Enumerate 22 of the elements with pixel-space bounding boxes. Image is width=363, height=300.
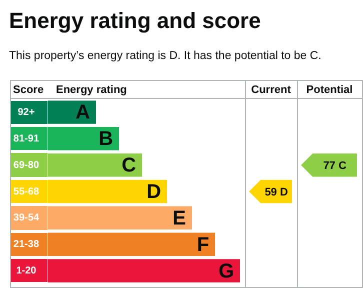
annotation: B [98, 128, 114, 150]
chart-title: Energy rating and score [9, 8, 261, 34]
y-axis-title: Score [13, 84, 44, 96]
text: 59 D [264, 186, 288, 199]
y-tick-label: 69-80 [13, 160, 40, 171]
y-tick-label: 81-91 [13, 133, 40, 144]
annotation: C [122, 154, 136, 177]
chart-subtitle: This property’s energy rating is D. It has the potential to be C. [9, 50, 322, 62]
y-tick-label: 1-20 [16, 266, 37, 277]
annotation: D [146, 181, 162, 204]
text: Potential [306, 84, 353, 96]
y-tick-label: 92+ [18, 106, 35, 118]
y-tick-label: 21-38 [13, 239, 40, 250]
text: Current [251, 84, 292, 96]
y-tick-label: 55-68 [13, 186, 40, 198]
annotation: E [172, 207, 186, 230]
x-axis-title: Energy rating [56, 84, 127, 96]
text: 77 C [323, 160, 346, 172]
annotation: G [218, 260, 234, 282]
annotation: A [76, 102, 90, 124]
annotation: F [196, 234, 210, 256]
y-tick-label: 39-54 [13, 212, 40, 224]
